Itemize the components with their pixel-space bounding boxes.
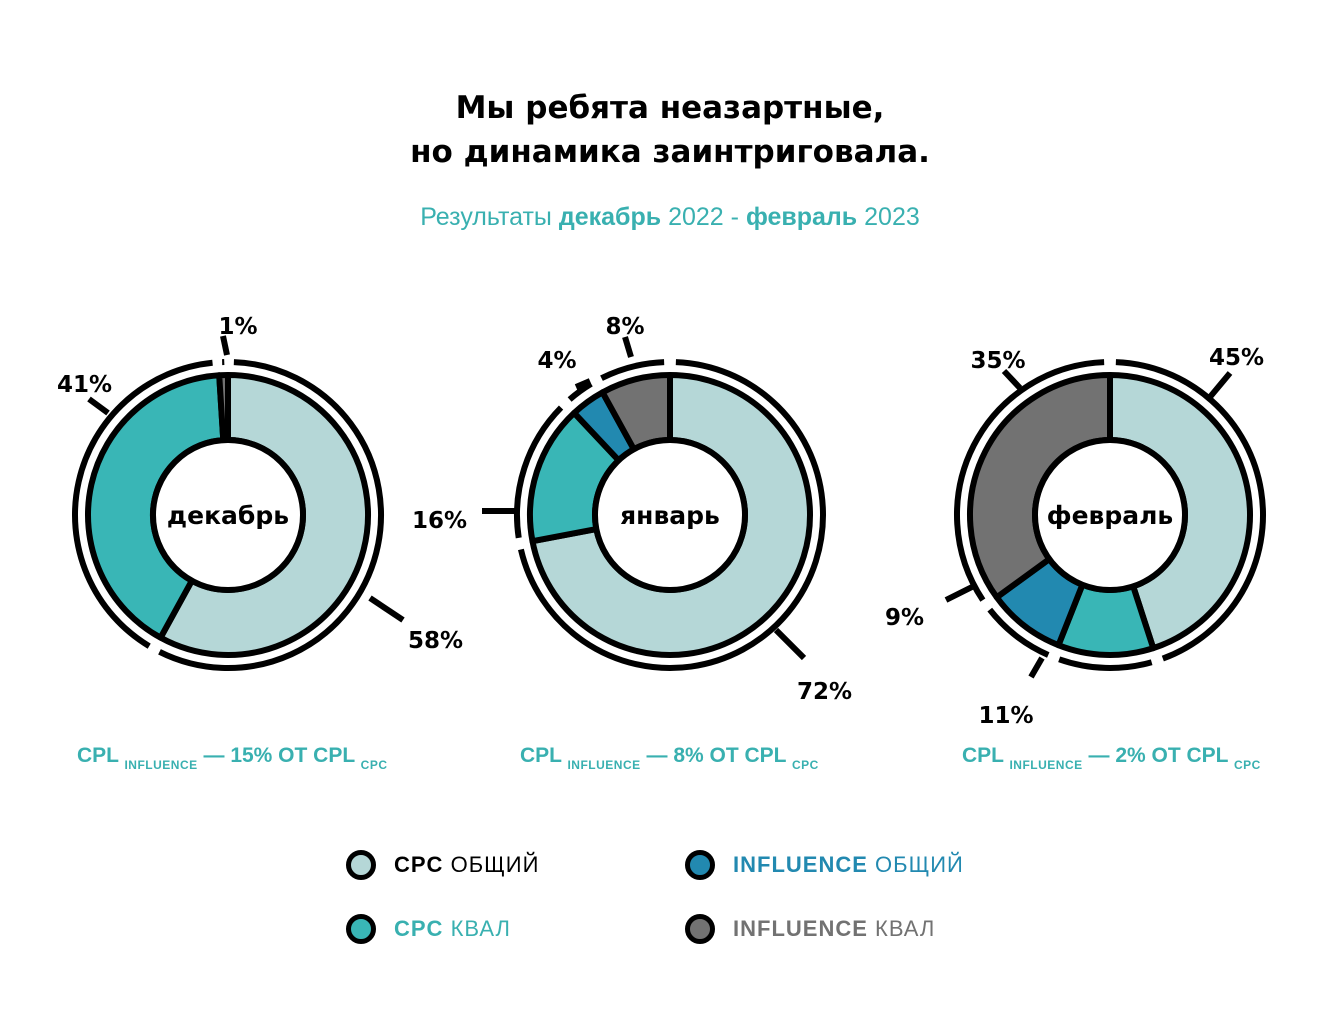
legend-label-rest: ОБЩИЙ — [875, 852, 964, 877]
subtitle-year-from: 2022 - — [668, 203, 739, 231]
subtitle-month-from: декабрь — [558, 203, 662, 231]
cpl-note-february: CPL INFLUENCE — 2% ОТ CPL CPC — [962, 744, 1261, 772]
donut-2: 45% 11% 9% 35% февраль — [885, 345, 1266, 729]
cpl-sub-influence: INFLUENCE — [1009, 758, 1083, 772]
cpl-mid: — 2% ОТ CPL — [1088, 744, 1229, 767]
legend-label-rest: КВАЛ — [875, 916, 936, 941]
cpl-note-january: CPL INFLUENCE — 8% ОТ CPL CPC — [520, 744, 819, 772]
ring-arc — [1115, 359, 1266, 662]
title-line-1: Мы ребята неазартные, — [455, 90, 885, 126]
donut-1: 72% 16% 4% 8% январь — [412, 314, 852, 705]
leader-line — [1001, 368, 1023, 391]
donut-hole — [592, 437, 748, 593]
leader-line — [1028, 656, 1045, 679]
slice-label: 9% — [885, 605, 924, 631]
center-label: январь — [620, 501, 720, 530]
slice-label: 11% — [978, 703, 1033, 729]
legend-item-cpc-total: CPC ОБЩИЙ — [346, 850, 539, 880]
leader-line — [944, 584, 974, 603]
donut-0: 58% 41% 1% декабрь — [57, 314, 463, 671]
legend-swatch — [346, 850, 376, 880]
leader-line — [1207, 371, 1233, 399]
cpl-mid: — 8% ОТ CPL — [646, 744, 787, 767]
cpl-sub-cpc: CPC — [360, 758, 388, 772]
cpl-sub-cpc: CPC — [1233, 758, 1261, 772]
donut-hole — [1032, 437, 1188, 593]
legend-item-influence-qual: INFLUENCE КВАЛ — [685, 914, 935, 944]
cpl-main: CPL — [77, 744, 119, 767]
ring-arc — [600, 359, 665, 381]
legend-label: CPC ОБЩИЙ — [394, 852, 539, 878]
slice-label: 72% — [797, 679, 852, 705]
cpl-mid: — 15% ОТ CPL — [203, 744, 355, 767]
ring-arc — [517, 359, 826, 671]
legend-swatch — [685, 914, 715, 944]
cpl-main: CPL — [962, 744, 1004, 767]
legend-label-bold: CPC — [394, 916, 444, 941]
legend-label-bold: CPC — [394, 852, 444, 877]
legend-item-influence-total: INFLUENCE ОБЩИЙ — [685, 850, 964, 880]
page-title: Мы ребята неазартные, но динамика заинтр… — [0, 86, 1340, 174]
legend-label-rest: КВАЛ — [450, 916, 511, 941]
ring-arc — [987, 607, 1050, 658]
ring-arc — [158, 359, 384, 671]
cpl-sub-influence: INFLUENCE — [124, 758, 198, 772]
center-label: декабрь — [167, 501, 289, 530]
slice-label: 41% — [57, 372, 112, 398]
legend-label: INFLUENCE КВАЛ — [733, 916, 935, 942]
ring-arc — [514, 405, 564, 539]
slice-label: 45% — [1209, 345, 1264, 371]
slice-label: 8% — [605, 314, 644, 340]
ring-arc — [954, 359, 1105, 602]
slice-influence_qual — [216, 371, 231, 444]
title-line-2: но динамика заинтриговала. — [410, 134, 930, 170]
legend-swatch — [346, 914, 376, 944]
legend-item-cpc-qual: CPC КВАЛ — [346, 914, 511, 944]
slice-label: 35% — [970, 348, 1025, 374]
cpl-note-december: CPL INFLUENCE — 15% ОТ CPL CPC — [77, 744, 388, 772]
legend-label-rest: ОБЩИЙ — [450, 852, 540, 877]
slice-label: 1% — [218, 314, 257, 340]
leader-line — [87, 396, 110, 416]
subtitle-year-to: 2023 — [864, 203, 920, 231]
leader-line — [622, 336, 634, 358]
ring-arc — [567, 381, 593, 402]
cpl-sub-cpc: CPC — [791, 758, 819, 772]
center-label: февраль — [1047, 501, 1173, 530]
slice-label: 4% — [537, 348, 576, 374]
legend-label: INFLUENCE ОБЩИЙ — [733, 852, 964, 878]
ring-arc — [72, 359, 213, 649]
subtitle-month-to: февраль — [745, 203, 858, 231]
donut-hole — [150, 437, 306, 593]
legend-label: CPC КВАЛ — [394, 916, 511, 942]
leader-line — [574, 378, 592, 390]
leader-line — [220, 335, 230, 356]
cpl-sub-influence: INFLUENCE — [567, 758, 641, 772]
leader-line — [773, 627, 807, 661]
slice-label: 58% — [408, 628, 463, 654]
legend-label-bold: INFLUENCE — [733, 916, 868, 941]
slice-label: 16% — [412, 508, 467, 534]
legend-label-bold: INFLUENCE — [733, 852, 868, 877]
legend-swatch — [685, 850, 715, 880]
subtitle: Результаты декабрь 2022 - февраль 2023 — [0, 203, 1340, 232]
subtitle-prefix: Результаты — [420, 203, 552, 231]
cpl-main: CPL — [520, 744, 562, 767]
ring-arc — [1058, 656, 1153, 671]
leader-line — [368, 595, 405, 623]
